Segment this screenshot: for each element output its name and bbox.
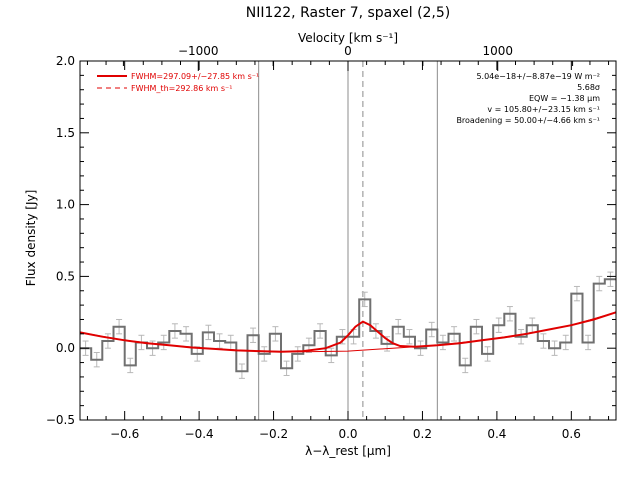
annotation-flux: 5.04e−18+/−8.87e−19 W m⁻² (476, 72, 600, 81)
y-tick-label: −0.5 (46, 413, 75, 427)
chart-title: NII122, Raster 7, spaxel (2,5) (246, 5, 451, 21)
x-tick-label: 0.2 (413, 427, 432, 441)
y-tick-label: 0.0 (56, 341, 75, 355)
x-axis-label: λ−λ_rest [μm] (305, 444, 391, 458)
y-tick-label: 2.0 (56, 54, 75, 68)
x-tick-label: −0.2 (259, 427, 288, 441)
y-tick-label: 1.5 (56, 126, 75, 140)
x-tick-label: −0.6 (110, 427, 139, 441)
plot-area: −0.6 −0.4 −0.2 0.0 0.2 0.4 0.6 −0.5 0.0 0.5 1.0 1.5… (46, 44, 617, 441)
top-tick-label: −1000 (178, 44, 219, 58)
fit-annotations: 5.04e−18+/−8.87e−19 W m⁻² 5.68σ EQW = −1… (456, 72, 600, 125)
x-tick-label: 0.4 (487, 427, 506, 441)
legend-label-fwhm-th: FWHM_th=292.86 km s⁻¹ (131, 84, 232, 93)
y-tick-label: 0.5 (56, 269, 75, 283)
annotation-broadening: Broadening = 50.00+/−4.66 km s⁻¹ (456, 116, 600, 125)
x-tick-label: 0.0 (338, 427, 357, 441)
annotation-eqw: EQW = −1.38 μm (529, 94, 600, 103)
annotation-sigma: 5.68σ (577, 83, 600, 92)
top-axis-label: Velocity [km s⁻¹] (298, 31, 398, 45)
legend: FWHM=297.09+/−27.85 km s⁻¹ FWHM_th=292.8… (97, 72, 259, 93)
top-tick-label: 1000 (482, 44, 513, 58)
y-tick-label: 1.0 (56, 198, 75, 212)
x-tick-label: 0.6 (562, 427, 581, 441)
x-tick-label: −0.4 (185, 427, 214, 441)
y-axis-label: Flux density [Jy] (24, 190, 38, 287)
legend-label-fwhm: FWHM=297.09+/−27.85 km s⁻¹ (131, 72, 259, 81)
fit-total-series (79, 311, 617, 353)
top-tick-label: 0 (344, 44, 352, 58)
annotation-velocity: v = 105.80+/−23.15 km s⁻¹ (487, 105, 600, 114)
